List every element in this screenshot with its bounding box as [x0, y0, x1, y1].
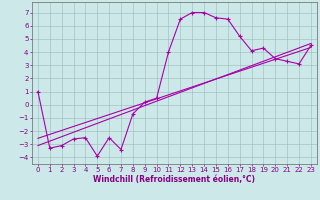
X-axis label: Windchill (Refroidissement éolien,°C): Windchill (Refroidissement éolien,°C) [93, 175, 255, 184]
